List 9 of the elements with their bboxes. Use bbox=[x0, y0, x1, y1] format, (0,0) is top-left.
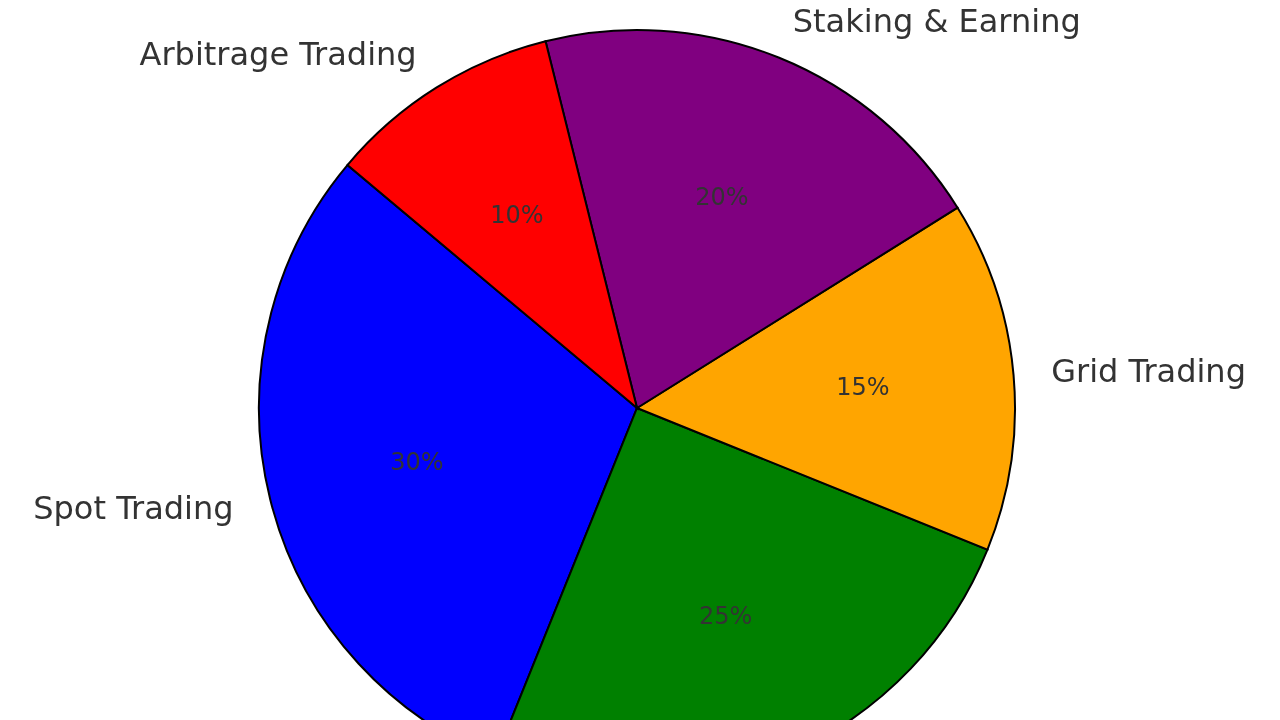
data-label: 30% bbox=[390, 447, 444, 476]
slice-label: Grid Trading bbox=[1051, 351, 1246, 390]
data-label: 20% bbox=[695, 182, 749, 211]
slice-label: Arbitrage Trading bbox=[139, 35, 417, 74]
data-label: 15% bbox=[836, 373, 890, 402]
data-label: 10% bbox=[490, 200, 544, 229]
slice-label: Staking & Earning bbox=[792, 2, 1081, 41]
slice-label: Spot Trading bbox=[33, 488, 234, 527]
data-label: 25% bbox=[698, 601, 753, 630]
